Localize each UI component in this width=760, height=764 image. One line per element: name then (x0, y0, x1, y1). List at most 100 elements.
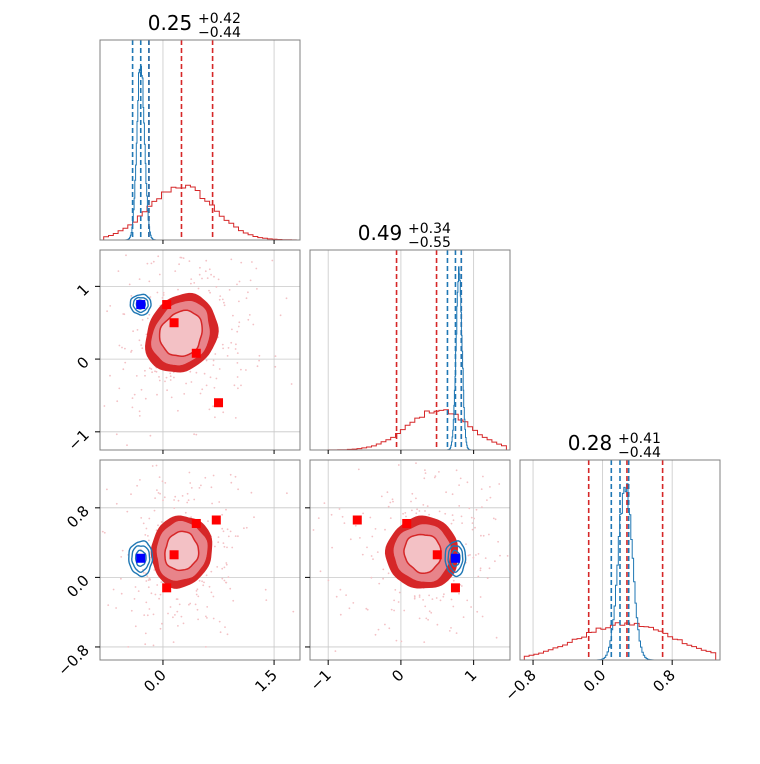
scatter-panel-2-sample-point (160, 581, 163, 583)
scatter-panel-1-sample-point (118, 387, 121, 390)
scatter-panel-2-blue-contour-3 (128, 540, 154, 578)
scatter-panel-3-sample-point (495, 636, 498, 639)
scatter-panel-2-sample-point (154, 497, 157, 499)
scatter-panel-2-blue-contour-2 (131, 545, 151, 574)
scatter-panel-2-sample-point (201, 580, 204, 583)
scatter-panel-1-blue-marker (136, 300, 146, 310)
scatter-panel-1-sample-point (213, 386, 216, 389)
scatter-panel-2-sample-point (178, 603, 181, 606)
scatter-panel-2-sample-point (225, 508, 227, 511)
x-tick-label-p2-3: 1 (461, 666, 480, 685)
scatter-panel-2-sample-point (226, 633, 229, 636)
scatter-panel-3-sample-point (393, 599, 395, 602)
scatter-panel-2-sample-point (137, 590, 140, 592)
scatter-panel-2-sample-point (144, 632, 147, 635)
scatter-panel-3-sample-point (474, 526, 476, 529)
scatter-panel-3-sample-point (387, 505, 390, 508)
scatter-panel-3-sample-point (405, 515, 407, 518)
scatter-panel-3-sample-point (445, 491, 447, 494)
scatter-panel-1-sample-point (138, 278, 141, 280)
scatter-panel-1-sample-point (190, 282, 192, 285)
scatter-panel-1-sample-point (146, 262, 149, 265)
scatter-panel-3-sample-point (492, 517, 495, 520)
scatter-panel-3-sample-point (425, 617, 428, 620)
scatter-panel-2-sample-point (189, 602, 192, 605)
scatter-panel-1-sample-point (117, 270, 120, 272)
scatter-panel-3-sample-point (389, 501, 392, 504)
scatter-panel-1-sample-point (236, 362, 239, 364)
scatter-panel-1-sample-point (177, 288, 179, 291)
scatter-panel-1-sample-point (238, 280, 241, 283)
scatter-panel-2-sample-point (167, 612, 169, 615)
scatter-panel-1-sample-point (189, 370, 192, 373)
x-tick-label-p2-2: 0 (388, 666, 407, 685)
scatter-panel-3-sample-point (327, 579, 330, 582)
hist-panel-1-title-minus: −0.44 (198, 25, 241, 41)
scatter-panel-2-sample-point (221, 577, 224, 580)
scatter-panel-3-sample-point (459, 477, 462, 480)
scatter-panel-1-sample-point (245, 369, 247, 371)
hist-panel-2-title-minus: −0.55 (408, 235, 451, 251)
scatter-panel-1-sample-point (197, 287, 200, 290)
scatter-panel-2-sample-point (218, 620, 221, 623)
scatter-panel-2-sample-point (164, 482, 167, 484)
scatter-panel-3-sample-point (395, 639, 398, 642)
scatter-panel-1-sample-point (150, 368, 153, 370)
scatter-panel-1-sample-point (123, 313, 126, 316)
hist-panel-1-border (99, 39, 301, 241)
scatter-panel-1-sample-point (158, 273, 161, 276)
scatter-panel-3-sample-point (480, 534, 482, 537)
scatter-panel-1-sample-point (212, 359, 215, 362)
scatter-panel-3-sample-point (402, 512, 404, 515)
scatter-panel-2-sample-point (226, 528, 229, 531)
scatter-panel-1-sample-point (157, 255, 160, 258)
scatter-panel-2-sample-point (159, 593, 162, 596)
scatter-panel-3-sample-point (471, 528, 474, 531)
scatter-panel-3-sample-point (494, 560, 496, 563)
scatter-panel-1-sample-point (193, 433, 196, 436)
scatter-panel-3-sample-point (386, 491, 389, 494)
scatter-panel-2-sample-point (151, 465, 154, 467)
scatter-panel-3-border (309, 459, 511, 661)
scatter-panel-2-blue-contour-1 (134, 549, 147, 568)
scatter-panel-2-sample-point (224, 626, 226, 628)
scatter-panel-2-sample-point (206, 617, 208, 619)
scatter-panel-3-sample-point (450, 627, 452, 629)
scatter-panel-2-sample-point (107, 604, 110, 606)
scatter-panel-3-sample-point (428, 513, 430, 516)
scatter-panel-3-sample-point (357, 468, 360, 471)
scatter-panel-3-sample-point (486, 577, 489, 579)
scatter-panel-1-sample-point (144, 397, 147, 400)
scatter-panel-1-sample-point (279, 314, 282, 317)
scatter-panel-1-sample-point (218, 368, 221, 370)
scatter-panel-2-sample-point (232, 599, 235, 602)
scatter-panel-2-sample-point (196, 608, 199, 611)
scatter-panel-2-sample-point (120, 592, 123, 595)
scatter-panel-1-sample-point (205, 359, 208, 362)
scatter-panel-1-sample-point (201, 388, 204, 391)
y-tick-label-p2-1: −1 (64, 426, 92, 454)
scatter-panel-2-sample-point (186, 492, 189, 495)
scatter-panel-1-sample-point (109, 305, 112, 307)
scatter-panel-1-sample-point (133, 393, 136, 396)
scatter-panel-2-sample-point (205, 574, 208, 577)
scatter-panel-2-blue-marker (136, 553, 146, 563)
scatter-panel-3-sample-point (416, 508, 418, 511)
scatter-panel-1-sample-point (148, 280, 151, 283)
scatter-panel-1-sample-point (124, 361, 127, 364)
scatter-panel-3-sample-point (317, 517, 320, 519)
scatter-panel-3-sample-point (397, 601, 400, 603)
scatter-panel-1-sample-point (130, 351, 132, 353)
scatter-panel-1-sample-point (173, 376, 175, 379)
scatter-panel-2-sample-point (222, 542, 225, 544)
scatter-panel-1-sample-point (141, 347, 144, 350)
scatter-panel-3-sample-point (370, 555, 373, 557)
scatter-panel-3-sample-point (374, 528, 377, 530)
scatter-panel-1-sample-point (236, 330, 239, 333)
scatter-panel-2-sample-point (126, 510, 129, 513)
scatter-panel-1-sample-point (126, 444, 128, 447)
scatter-panel-1-sample-point (106, 310, 108, 313)
scatter-panel-1-sample-point (236, 352, 239, 354)
scatter-panel-1-sample-point (209, 291, 212, 294)
scatter-panel-3-sample-point (374, 633, 377, 636)
